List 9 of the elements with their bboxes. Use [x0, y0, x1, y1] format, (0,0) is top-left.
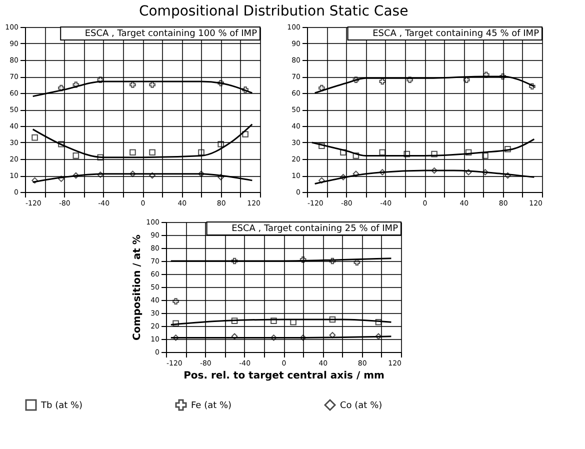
legend-label: Co (at %): [340, 401, 382, 411]
annotation: ESCA , Target containing 45 % of IMP: [372, 29, 540, 39]
legend-label: Fe (at %): [191, 401, 232, 411]
chart-title: Compositional Distribution Static Case: [138, 4, 408, 20]
legend-label: Tb (at %): [40, 401, 83, 411]
annotation: ESCA , Target containing 100 % of IMP: [84, 29, 258, 39]
x-axis-title: Pos. rel. to target central axis / mm: [184, 370, 384, 382]
y-axis-title: Composition / at %: [132, 234, 144, 340]
annotation: ESCA , Target containing 25 % of IMP: [232, 224, 399, 234]
